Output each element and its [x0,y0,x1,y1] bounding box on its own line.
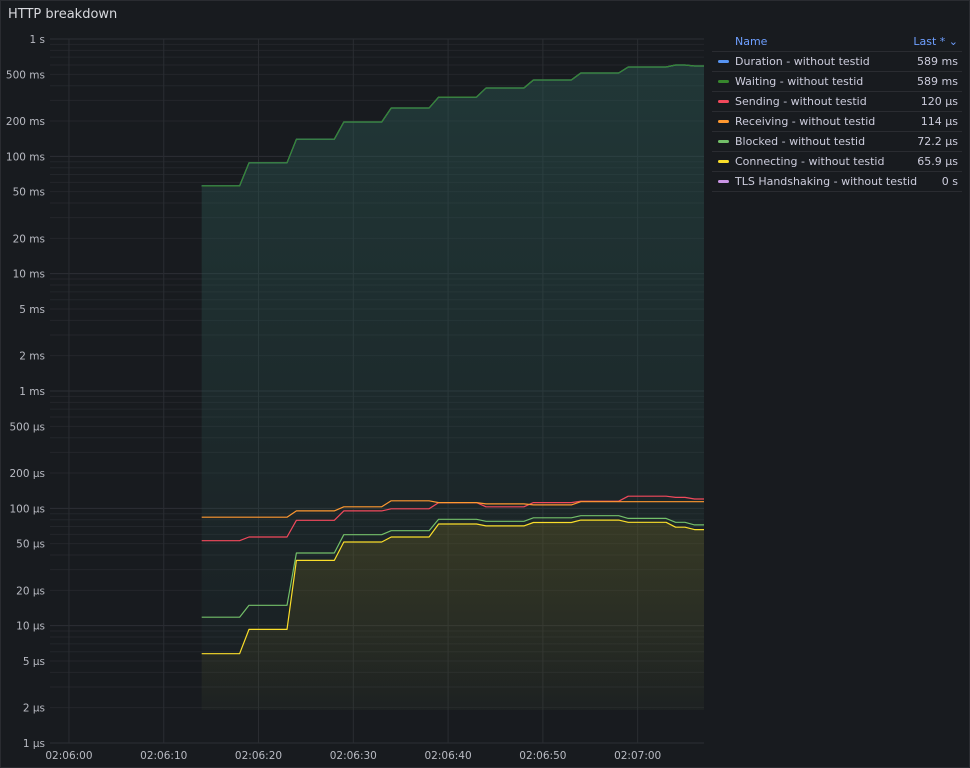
legend-item-name[interactable]: Sending - without testid [735,95,867,108]
series-line-receiving [201,500,704,518]
y-axis: 1 s 500 ms 200 ms 100 ms 50 ms 20 ms 10 ms 5 ms… [6,34,45,750]
y-tick-label: 5 µs [23,656,45,668]
x-tick-label: 02:06:50 [519,750,566,762]
x-tick-label: 02:06:10 [140,750,187,762]
y-tick-label: 1 s [30,34,46,46]
legend-item-name[interactable]: Receiving - without testid [735,115,876,128]
legend-item-last-value: 72.2 µs [917,135,958,148]
legend-header-name[interactable]: Name [735,35,768,48]
legend-item-name[interactable]: TLS Handshaking - without testid [735,175,918,188]
y-tick-label: 20 ms [13,233,45,245]
legend-table: Name Last * ⌄ Duration - without testid 5… [712,32,962,192]
y-tick-label: 10 ms [13,269,45,281]
series-color-swatch-icon[interactable] [718,60,729,63]
legend-item-last-value: 120 µs [920,95,958,108]
series-color-swatch-icon[interactable] [718,140,729,143]
legend-item-name[interactable]: Duration - without testid [735,55,870,68]
y-tick-label: 100 ms [6,151,45,163]
legend-item-name[interactable]: Connecting - without testid [735,155,885,168]
y-tick-label: 20 µs [16,585,45,597]
series-color-swatch-icon[interactable] [718,120,729,123]
y-tick-label: 1 ms [19,386,45,398]
x-tick-label: 02:06:30 [330,750,377,762]
series-line-waiting [201,64,704,187]
y-tick-label: 50 µs [16,539,45,551]
legend-item[interactable]: Duration - without testid 589 ms [712,52,962,72]
legend-item[interactable]: Connecting - without testid 65.9 µs [712,152,962,172]
x-tick-label: 02:06:00 [45,750,92,762]
series-color-swatch-icon[interactable] [718,80,729,83]
series-color-swatch-icon[interactable] [718,100,729,103]
panel-title[interactable]: HTTP breakdown [8,7,118,22]
y-tick-label: 200 µs [9,468,45,480]
y-tick-label: 500 µs [9,421,45,433]
x-tick-label: 02:06:20 [235,750,282,762]
series-line-blocked [201,515,704,618]
legend-item-last-value: 589 ms [917,55,958,68]
legend-item-name[interactable]: Blocked - without testid [735,135,866,148]
legend-item-last-value: 65.9 µs [917,155,958,168]
series-line-connecting [201,519,704,655]
x-tick-label: 02:06:40 [425,750,472,762]
y-tick-label: 5 ms [19,304,45,316]
legend-item[interactable]: Blocked - without testid 72.2 µs [712,132,962,152]
legend-header: Name Last * ⌄ [712,32,962,52]
x-tick-label: 02:07:00 [614,750,661,762]
legend-item-last-value: 114 µs [920,115,958,128]
y-tick-label: 50 ms [13,187,45,199]
legend-item[interactable]: Receiving - without testid 114 µs [712,112,962,132]
x-axis: 02:06:00 02:06:10 02:06:20 02:06:30 02:06:40… [45,750,661,762]
legend-item[interactable]: Waiting - without testid 589 ms [712,72,962,92]
y-tick-label: 1 µs [23,738,45,750]
y-tick-label: 200 ms [6,116,45,128]
legend-header-last-sort[interactable]: Last * ⌄ [913,35,958,48]
series-fill-connecting [201,520,705,710]
series-color-swatch-icon[interactable] [718,160,729,163]
y-tick-label: 100 µs [9,503,45,515]
legend-item[interactable]: Sending - without testid 120 µs [712,92,962,112]
y-tick-label: 10 µs [16,621,45,633]
legend-item-last-value: 0 s [941,175,958,188]
y-tick-label: 500 ms [6,69,45,81]
y-tick-label: 2 ms [19,351,45,363]
legend-item-last-value: 589 ms [917,75,958,88]
series-fills [201,65,705,710]
legend-item[interactable]: TLS Handshaking - without testid 0 s [712,172,962,192]
y-tick-label: 2 µs [23,703,45,715]
legend-item-name[interactable]: Waiting - without testid [735,75,864,88]
series-lines [201,64,704,655]
series-line-sending [201,495,704,542]
series-color-swatch-icon[interactable] [718,180,729,183]
